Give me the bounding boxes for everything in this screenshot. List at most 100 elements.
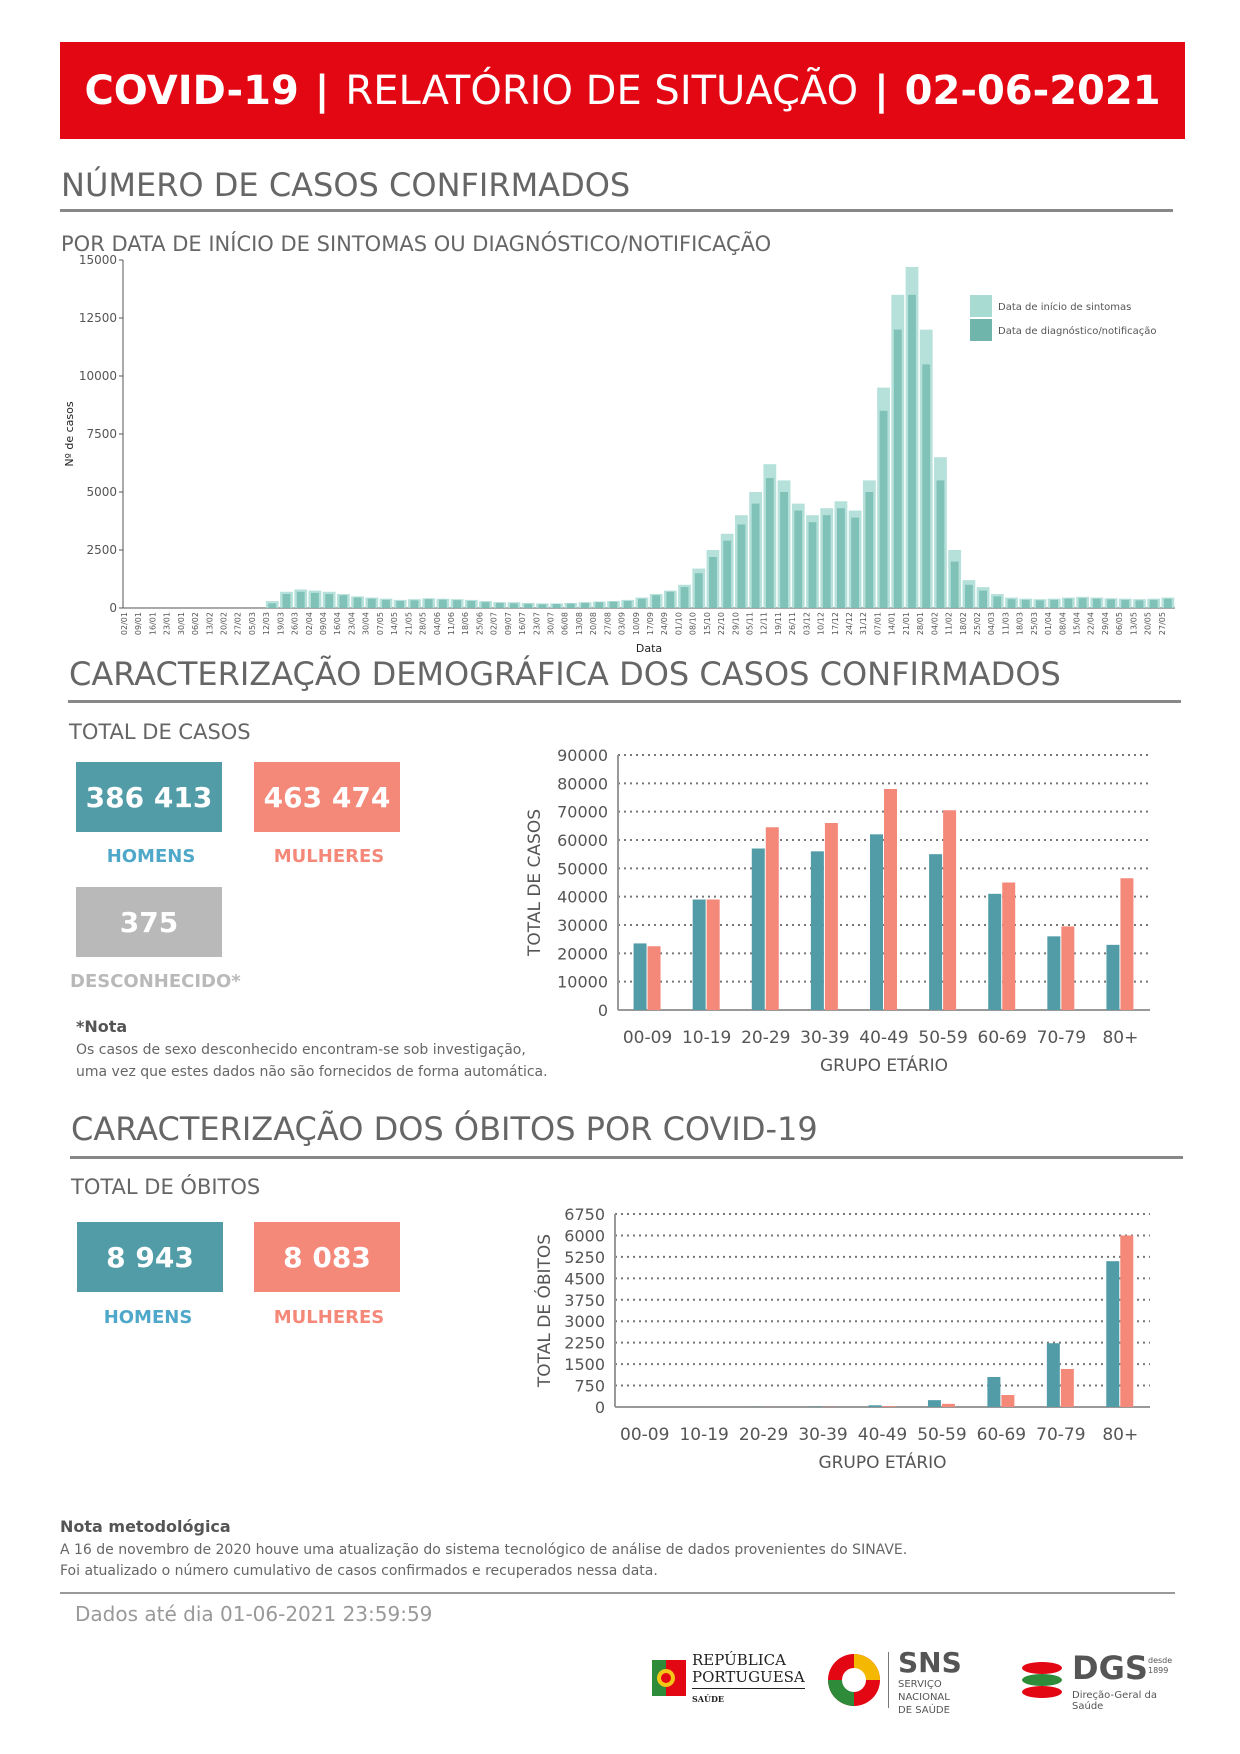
bar: [1106, 944, 1120, 1010]
bar: [1106, 1261, 1120, 1407]
x-axis: 02/01 09/01 16/01 23/01 30/01 06/02 13/02 20/02…: [120, 612, 1167, 655]
bar: [1092, 598, 1101, 608]
x-tick-label: 16/01: [148, 612, 157, 635]
y-tick-label: 90000: [557, 746, 608, 765]
bar: [1064, 598, 1073, 608]
section-deaths-title: CARACTERIZAÇÃO DOS ÓBITOS POR COVID-19: [71, 1110, 818, 1148]
bar: [964, 584, 973, 608]
y-tick-label: 0: [598, 1001, 608, 1020]
bar: [1061, 926, 1075, 1010]
x-tick-label: 15/04: [1072, 612, 1081, 635]
y-axis-label: TOTAL DE ÓBITOS: [533, 1234, 555, 1388]
logo-dgs-sub: Direção-Geral da Saúde: [1072, 1690, 1157, 1712]
bar: [884, 789, 897, 1010]
bar: [623, 601, 632, 608]
bar: [979, 590, 987, 608]
bar: [495, 602, 504, 608]
x-tick-label: 13/08: [575, 612, 584, 635]
men-deaths-label: HOMENS: [103, 1307, 193, 1328]
bar: [1046, 1343, 1060, 1407]
y-tick-label: 1500: [564, 1355, 605, 1374]
logo-rp-line1: REPÚBLICA: [692, 1651, 786, 1669]
bar: [510, 603, 518, 608]
bar: [609, 601, 618, 608]
x-tick-label: 05/11: [746, 612, 755, 635]
bar: [467, 601, 476, 608]
x-tick-label: 11/03: [1001, 612, 1010, 635]
bar: [765, 827, 779, 1010]
x-tick-label: 30/04: [362, 612, 371, 635]
note-line-1: Os casos de sexo desconhecido encontram-…: [76, 1042, 526, 1058]
methodology-line-1: A 16 de novembro de 2020 houve uma atual…: [60, 1542, 908, 1558]
logo-dgs-year: 1899: [1148, 1666, 1169, 1675]
x-tick-label: 02/07: [490, 612, 499, 635]
bar: [780, 492, 788, 608]
unknown-cases-label: DESCONHECIDO*: [70, 971, 241, 992]
bar: [1001, 1394, 1015, 1407]
x-tick-label: 18/03: [1016, 612, 1025, 635]
bar: [652, 595, 661, 608]
x-tick-label: 22/04: [1087, 612, 1096, 635]
bar: [282, 594, 291, 608]
x-tick-label: 50-59: [918, 1028, 967, 1048]
x-tick-label: 16/04: [333, 612, 342, 635]
bar: [268, 603, 277, 608]
coat-of-arms-icon: [652, 1660, 686, 1696]
x-tick-label: 30/07: [546, 612, 555, 635]
bar: [1078, 598, 1087, 608]
y-tick-label: 4500: [564, 1269, 605, 1288]
x-tick-label: 05/03: [248, 612, 257, 635]
bar: [929, 854, 943, 1010]
x-tick-label: 00-09: [620, 1425, 669, 1445]
bar: [438, 599, 447, 608]
x-tick-label: 17/09: [646, 612, 655, 635]
y-tick-label: 0: [595, 1398, 605, 1417]
bar: [1007, 599, 1016, 608]
section-cases-subtitle: POR DATA DE INÍCIO DE SINTOMAS OU DIAGNÓ…: [61, 232, 772, 256]
methodology-line-2: Foi atualizado o número cumulativo de ca…: [60, 1563, 658, 1579]
x-tick-label: 18/02: [959, 612, 968, 635]
x-tick-label: 20/08: [589, 612, 598, 635]
note-line-2: uma vez que estes dados não são fornecid…: [76, 1064, 548, 1080]
x-tick-label: 02/04: [305, 612, 314, 635]
x-tick-label: 29/04: [1101, 612, 1110, 635]
x-tick-label: 10-19: [679, 1425, 728, 1445]
x-tick-label: 23/04: [347, 612, 356, 635]
x-tick-label: 27/08: [603, 612, 612, 635]
women-deaths-label: MULHERES: [273, 1307, 385, 1328]
x-tick-label: 07/05: [376, 612, 385, 635]
x-tick-label: 40-49: [858, 1425, 907, 1445]
x-tick-label: 03/09: [618, 612, 627, 635]
bar: [723, 540, 732, 608]
x-tick-label: 25/02: [973, 612, 982, 635]
x-tick-label: 19/11: [774, 612, 783, 635]
x-tick-label: 17/12: [831, 612, 840, 635]
bar: [893, 329, 902, 608]
x-tick-label: 80+: [1102, 1425, 1138, 1445]
logo-rp-line2: PORTUGUESA: [692, 1668, 805, 1686]
x-tick-label: 20-29: [741, 1028, 790, 1048]
section-divider: [70, 1156, 1183, 1159]
banner-report-title: RELATÓRIO DE SITUAÇÃO: [345, 67, 859, 114]
bar: [666, 591, 675, 608]
x-tick-label: 27/02: [234, 612, 243, 635]
bar: [1120, 878, 1134, 1010]
x-tick-label: 20-29: [739, 1425, 788, 1445]
y-tick-label: 15000: [79, 255, 117, 267]
men-cases-box: 386 413: [76, 762, 222, 832]
bar: [808, 522, 817, 608]
x-tick-label: 20/05: [1144, 612, 1153, 635]
bars: [265, 266, 1175, 608]
x-tick-label: 04/06: [433, 612, 442, 635]
y-tick-label: 5000: [86, 485, 117, 499]
bar: [810, 851, 824, 1010]
bar: [481, 602, 490, 608]
x-tick-label: 04/03: [987, 612, 996, 635]
x-tick-label: 28/01: [916, 612, 925, 635]
sns-logo: SNS SERVIÇO NACIONAL DE SAÚDE: [826, 1648, 996, 1716]
bar: [647, 946, 661, 1010]
x-tick-label: 70-79: [1036, 1425, 1085, 1445]
x-tick-label: 27/05: [1158, 612, 1167, 635]
logo-sns-line1: SERVIÇO NACIONAL: [898, 1679, 950, 1703]
x-tick-label: 24/12: [845, 612, 854, 635]
